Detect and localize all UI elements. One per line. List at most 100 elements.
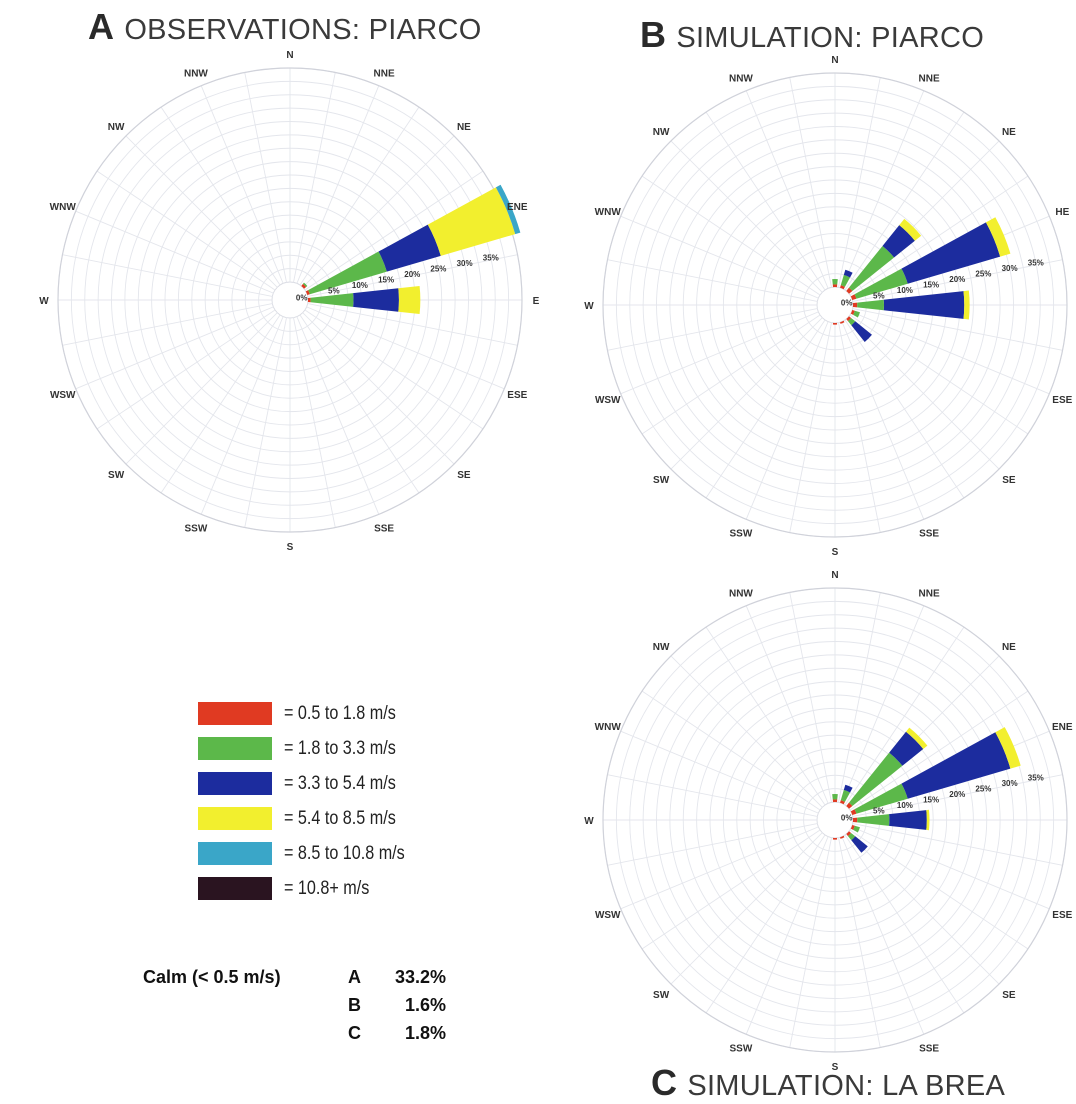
grid-spoke xyxy=(847,317,1000,470)
petal-n-bin-2 xyxy=(832,278,838,285)
radial-tick-label: 35% xyxy=(483,253,499,262)
legend-swatch xyxy=(198,702,272,725)
grid-spoke xyxy=(838,592,881,803)
calm-row: Calm (< 0.5 m/s) A 33.2% xyxy=(143,963,446,991)
radial-tick-label: 10% xyxy=(352,281,368,290)
petal-e-bin-4 xyxy=(963,290,970,320)
direction-label: S xyxy=(287,542,294,553)
grid-spoke xyxy=(849,829,1029,950)
direction-label: SW xyxy=(653,475,670,486)
petal-e-bin-3 xyxy=(353,288,399,312)
direction-label: S xyxy=(832,1062,839,1073)
grid-spoke xyxy=(745,836,829,1035)
direction-label: WSW xyxy=(595,395,621,406)
petal-ene-bin-3 xyxy=(901,732,1011,799)
panel-title-b: B SIMULATION: PIARCO xyxy=(640,14,984,56)
grid-spoke xyxy=(607,308,818,351)
legend-swatch xyxy=(198,737,272,760)
petal-ne-bin-1 xyxy=(301,283,307,289)
rose-grid xyxy=(57,67,523,533)
wind-rose-c: 0%5%10%15%20%25%30%35%NNNENEENEEESESESSE… xyxy=(584,570,1073,1073)
grid-spoke xyxy=(745,90,829,289)
panel-letter: B xyxy=(640,14,667,55)
petal-ne-bin-1 xyxy=(846,802,853,809)
petal-n-bin-1 xyxy=(832,284,838,288)
legend-label: = 3.3 to 5.4 m/s xyxy=(284,772,396,794)
grid-spoke xyxy=(844,319,965,499)
grid-spoke xyxy=(200,85,284,284)
direction-label: SSE xyxy=(919,528,939,539)
radial-tick-label: 0% xyxy=(841,299,853,308)
petal-ese-bin-1 xyxy=(850,310,855,315)
grid-spoke xyxy=(304,170,484,291)
radial-tick-label: 35% xyxy=(1028,258,1044,267)
direction-label: W xyxy=(584,816,594,827)
petal-se-bin-1 xyxy=(846,831,852,837)
grid-spoke xyxy=(200,316,284,515)
legend-swatch xyxy=(198,772,272,795)
grid-spoke xyxy=(849,314,1029,435)
calm-value: 33.2% xyxy=(394,966,446,987)
direction-label: SE xyxy=(1002,990,1016,1001)
grid-spoke xyxy=(705,834,826,1014)
legend-item: = 8.5 to 10.8 m/s xyxy=(198,836,498,871)
wind-rose-a: 0% 5% 10% 15% 20% 25% 30% 35% N NNE NE ENE E ESE SE SSE… xyxy=(39,50,539,553)
direction-label: ENE xyxy=(1052,722,1073,733)
direction-label: NNW xyxy=(729,74,753,85)
grid-spoke xyxy=(705,319,826,499)
rose-grid xyxy=(602,72,1068,538)
petal-e-bin-1 xyxy=(307,297,311,303)
petal-s-bin-1 xyxy=(832,837,838,840)
panel-title-a: A OBSERVATIONS: PIARCO xyxy=(88,6,482,48)
legend-swatch xyxy=(198,842,272,865)
grid-spoke xyxy=(96,309,276,430)
petal-ene-bin-3 xyxy=(378,224,441,272)
grid-spoke xyxy=(838,77,881,288)
grid-spoke xyxy=(844,111,965,291)
radial-tick-label: 35% xyxy=(1028,773,1044,782)
grid-spoke xyxy=(789,837,832,1048)
outer-circle xyxy=(602,72,1068,538)
grid-spoke xyxy=(75,210,274,294)
petal-ene-bin-2 xyxy=(308,251,387,295)
direction-label: HE xyxy=(1055,207,1069,218)
direction-label: WSW xyxy=(595,910,621,921)
direction-label: NW xyxy=(653,127,670,138)
calm-row: C 1.8% xyxy=(143,1019,446,1047)
grid-spoke xyxy=(307,254,518,297)
grid-spoke xyxy=(620,730,819,814)
petal-ne-bin-2 xyxy=(848,752,903,807)
direction-label: WNW xyxy=(595,207,622,218)
radial-tick-label: 25% xyxy=(975,784,991,793)
legend-item: = 0.5 to 1.8 m/s xyxy=(198,696,498,731)
direction-label: NE xyxy=(1002,127,1016,138)
grid-spoke xyxy=(852,823,1063,866)
petal-nne-bin-2 xyxy=(840,789,851,802)
grid-spoke xyxy=(244,72,287,283)
legend-item: = 5.4 to 8.5 m/s xyxy=(198,801,498,836)
grid-spoke xyxy=(670,317,823,470)
direction-label: W xyxy=(584,301,594,312)
grid-spoke xyxy=(125,135,278,288)
petal-e-bin-4 xyxy=(926,809,930,831)
petal-e-bin-1 xyxy=(852,817,858,823)
direction-label: SSW xyxy=(730,1043,753,1054)
petal-ese-bin-1 xyxy=(850,825,855,830)
petal-ene-bin-1 xyxy=(850,294,857,300)
direction-label: ENE xyxy=(507,202,528,213)
radial-tick-label: 0% xyxy=(841,814,853,823)
rose-grid xyxy=(602,587,1068,1053)
calm-table: Calm (< 0.5 m/s) A 33.2% B 1.6% C 1.8% xyxy=(143,963,446,1047)
direction-label: WSW xyxy=(50,390,76,401)
grid-spoke xyxy=(838,322,881,533)
grid-spoke xyxy=(293,72,336,283)
grid-spoke xyxy=(75,306,274,390)
grid-spoke xyxy=(302,135,455,288)
petal-e-bin-2 xyxy=(310,293,354,307)
grid-spoke xyxy=(745,605,829,804)
grid-spoke xyxy=(307,303,518,346)
petal-ene-bin-1 xyxy=(305,290,310,295)
grid-spoke xyxy=(852,259,1063,302)
grid-spoke xyxy=(844,834,965,1014)
panel-title-c: C SIMULATION: LA BREA xyxy=(651,1062,1005,1104)
